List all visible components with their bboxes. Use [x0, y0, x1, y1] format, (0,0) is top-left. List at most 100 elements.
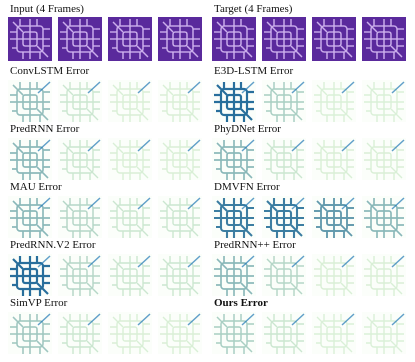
- error-diagonal: [241, 255, 255, 268]
- panel-label: PredRNN Error: [10, 123, 80, 135]
- error-diagonal: [87, 313, 101, 326]
- error-image: [8, 254, 52, 298]
- error-diagonal: [137, 81, 151, 94]
- panel-label: ConvLSTM Error: [10, 65, 89, 77]
- error-image: [312, 196, 356, 239]
- error-diagonal: [187, 139, 201, 152]
- frame-image: [212, 17, 256, 61]
- error-diagonal: [87, 81, 101, 94]
- error-image: [108, 196, 152, 239]
- error-image: [212, 196, 256, 240]
- error-image: [262, 138, 306, 181]
- error-diagonal: [341, 139, 355, 152]
- error-image: [212, 80, 256, 124]
- error-image: [158, 254, 202, 297]
- error-diagonal: [37, 255, 51, 268]
- error-diagonal: [341, 255, 355, 268]
- panel-label: MAU Error: [10, 181, 62, 193]
- error-diagonal: [391, 197, 405, 210]
- error-diagonal: [87, 139, 101, 152]
- panel-label: SimVP Error: [10, 297, 68, 309]
- error-image: [108, 138, 152, 181]
- error-image: [362, 80, 406, 123]
- frame-image: [158, 17, 202, 61]
- error-diagonal: [341, 313, 355, 326]
- error-image: [212, 312, 256, 355]
- error-image: [158, 196, 202, 239]
- error-image: [362, 254, 406, 297]
- error-diagonal: [187, 197, 201, 210]
- error-diagonal: [241, 81, 255, 94]
- error-diagonal: [241, 313, 255, 326]
- error-image: [312, 80, 356, 123]
- error-diagonal: [137, 139, 151, 152]
- error-image: [362, 196, 406, 239]
- error-diagonal: [37, 313, 51, 326]
- error-image: [58, 138, 102, 181]
- error-image: [58, 196, 102, 239]
- frame-image: [8, 17, 52, 61]
- panel-label: E3D-LSTM Error: [214, 65, 293, 77]
- error-diagonal: [291, 255, 305, 268]
- header-label: Target (4 Frames): [214, 3, 293, 15]
- error-diagonal: [241, 197, 255, 210]
- error-diagonal: [391, 81, 405, 94]
- error-diagonal: [391, 139, 405, 152]
- panel-label: DMVFN Error: [214, 181, 280, 193]
- error-diagonal: [137, 197, 151, 210]
- panel-label: PredRNN++ Error: [214, 239, 296, 251]
- error-image: [8, 80, 52, 123]
- error-diagonal: [291, 81, 305, 94]
- panel-label: PredRNN.V2 Error: [10, 239, 96, 251]
- error-image: [312, 138, 356, 181]
- error-diagonal: [341, 81, 355, 94]
- error-image: [158, 312, 202, 355]
- error-image: [262, 254, 306, 297]
- error-diagonal: [37, 139, 51, 152]
- error-diagonal: [137, 313, 151, 326]
- error-image: [58, 312, 102, 355]
- error-image: [58, 254, 102, 297]
- frame-image: [108, 17, 152, 61]
- error-diagonal: [187, 255, 201, 268]
- error-diagonal: [291, 139, 305, 152]
- error-image: [212, 138, 256, 181]
- error-diagonal: [37, 197, 51, 210]
- error-image: [108, 80, 152, 123]
- error-image: [262, 80, 306, 123]
- error-diagonal: [291, 197, 305, 210]
- error-image: [312, 254, 356, 297]
- error-diagonal: [291, 313, 305, 326]
- error-image: [58, 80, 102, 123]
- error-image: [262, 312, 306, 355]
- frame-image: [262, 17, 306, 61]
- error-diagonal: [187, 313, 201, 326]
- error-image: [262, 196, 306, 240]
- error-diagonal: [391, 255, 405, 268]
- panel-label: PhyDNet Error: [214, 123, 281, 135]
- error-image: [158, 138, 202, 181]
- error-image: [108, 254, 152, 297]
- error-diagonal: [37, 81, 51, 94]
- error-diagonal: [187, 81, 201, 94]
- panel-label: Ours Error: [214, 297, 268, 309]
- error-diagonal: [241, 139, 255, 152]
- error-image: [8, 138, 52, 181]
- frame-image: [58, 17, 102, 61]
- header-label: Input (4 Frames): [10, 3, 84, 15]
- error-image: [362, 312, 406, 355]
- frame-image: [362, 17, 406, 61]
- error-image: [362, 138, 406, 181]
- error-diagonal: [87, 197, 101, 210]
- error-image: [8, 196, 52, 239]
- error-diagonal: [341, 197, 355, 210]
- error-image: [158, 80, 202, 123]
- error-diagonal: [137, 255, 151, 268]
- error-diagonal: [87, 255, 101, 268]
- error-image: [8, 312, 52, 355]
- error-image: [212, 254, 256, 297]
- error-image: [108, 312, 152, 355]
- frame-image: [312, 17, 356, 61]
- error-diagonal: [391, 313, 405, 326]
